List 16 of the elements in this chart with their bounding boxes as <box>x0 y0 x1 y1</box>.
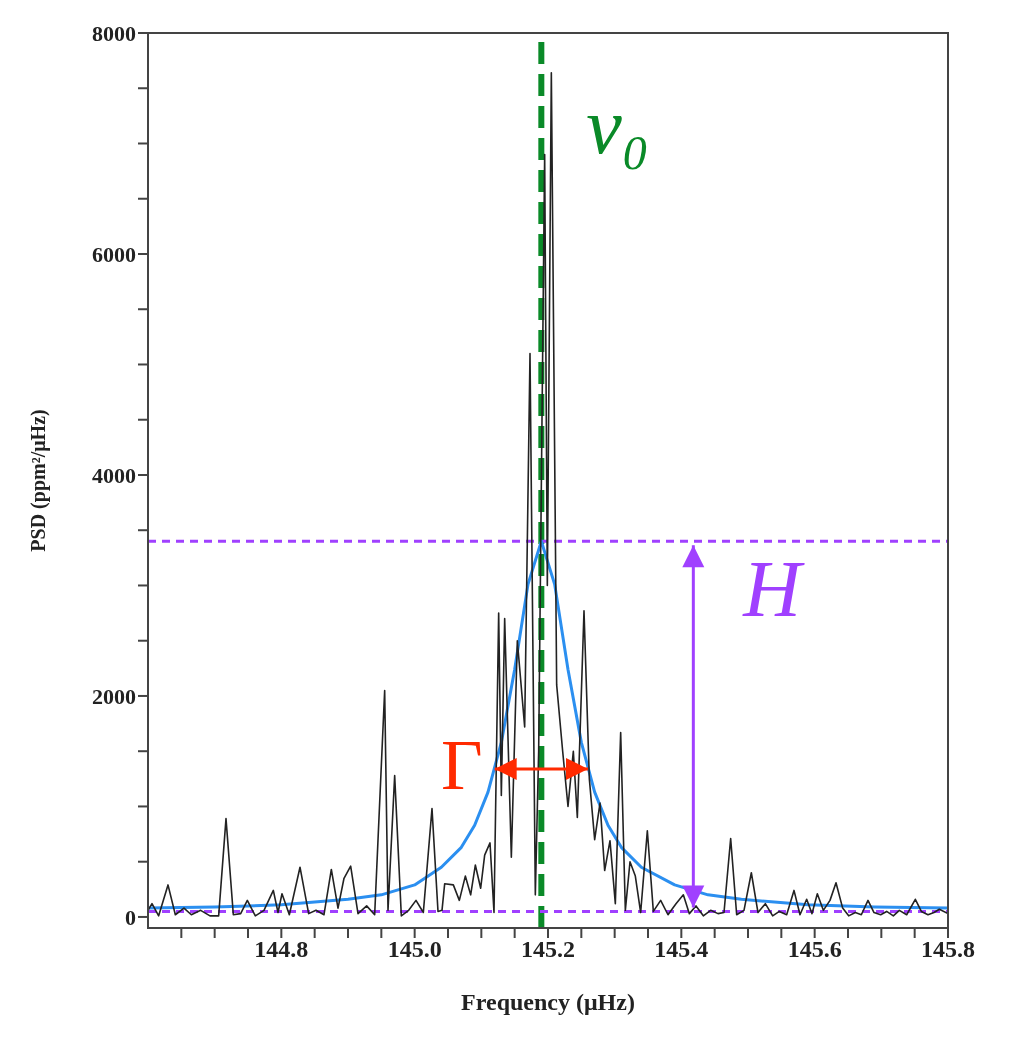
annotation: H <box>742 545 806 634</box>
x-tick-label: 145.6 <box>787 936 842 963</box>
x-tick-label: 145.8 <box>921 936 975 963</box>
x-tick-label: 145.2 <box>521 936 575 963</box>
x-axis-title: Frequency (μHz) <box>461 989 635 1015</box>
y-tick-label: 6000 <box>92 241 136 267</box>
y-tick-label: 0 <box>125 904 136 930</box>
x-tick-label: 144.8 <box>254 936 309 963</box>
x-tick-label: 145.4 <box>654 936 709 963</box>
ref-line-label: ν₀ <box>586 82 650 170</box>
y-tick-label: 2000 <box>92 683 136 709</box>
y-tick-label: 8000 <box>92 20 136 46</box>
y-axis-title: PSD (ppm²/μHz) <box>27 409 51 552</box>
y-tick-label: 4000 <box>92 462 136 488</box>
x-tick-label: 145.0 <box>387 936 442 963</box>
annotation: Γ <box>441 724 483 805</box>
